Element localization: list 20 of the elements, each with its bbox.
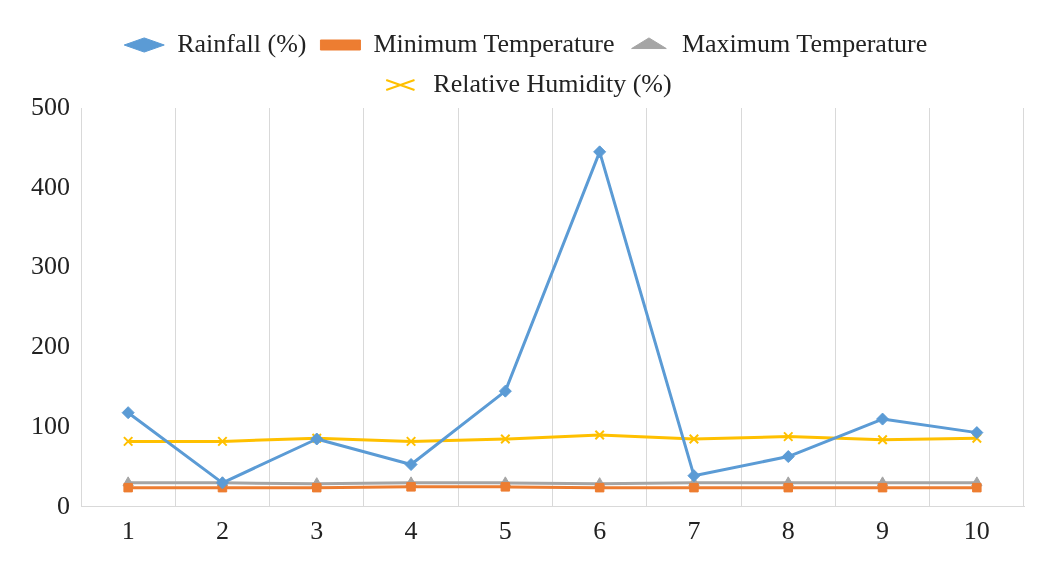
legend-label: Minimum Temperature [373, 28, 615, 58]
x-tick-label: 2 [215, 516, 229, 546]
y-tick-label: 0 [57, 490, 70, 520]
x-tick-label: 8 [781, 516, 795, 546]
x-tick-label: 10 [963, 516, 990, 546]
y-tick-label: 400 [31, 171, 70, 201]
x-tick-label: 5 [498, 516, 512, 546]
y-tick-label: 200 [31, 331, 70, 361]
x-tick-label: 6 [593, 516, 607, 546]
x-tick-label: 7 [687, 516, 701, 546]
legend-label: Rainfall (%) [177, 28, 307, 58]
x-tick-label: 3 [310, 516, 324, 546]
legend-label: Maximum Temperature [681, 28, 928, 58]
x-tick-label: 4 [404, 516, 418, 546]
y-tick-label: 500 [31, 91, 70, 121]
x-tick-label: 1 [121, 516, 135, 546]
y-tick-label: 100 [31, 410, 70, 440]
legend-label: Relative Humidity (%) [433, 68, 672, 98]
y-tick-label: 300 [31, 251, 70, 281]
x-tick-label: 9 [876, 516, 890, 546]
